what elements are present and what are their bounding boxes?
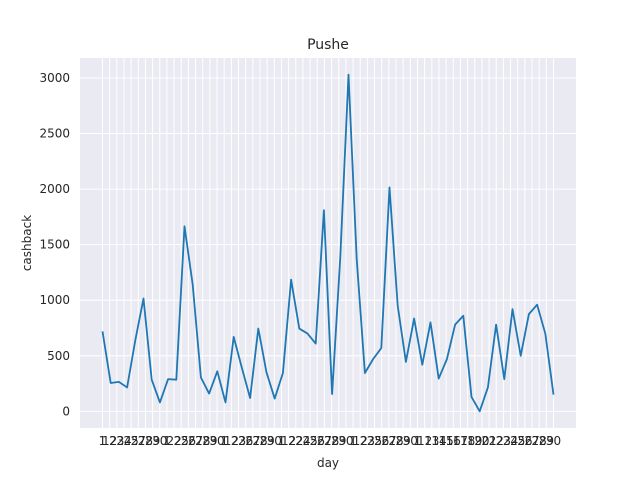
- x-tick-label: 22: [166, 434, 181, 448]
- x-tick-label: 30: [403, 434, 418, 448]
- x-tick-label: 22: [288, 434, 303, 448]
- x-tick-label: 16: [446, 434, 461, 448]
- x-tick-label: 27: [317, 434, 332, 448]
- y-axis-ticks: 0 500 1000 1500 2000 2500 3000: [39, 71, 70, 418]
- chart-title: Pushe: [307, 37, 349, 53]
- x-tick-label: 14: [431, 434, 446, 448]
- x-tick-label: 30: [267, 434, 282, 448]
- plot-area: [80, 58, 576, 428]
- x-tick-label: 20: [474, 434, 489, 448]
- x-tick-label: 25: [510, 434, 525, 448]
- x-tick-label: 30: [209, 434, 224, 448]
- x-tick-label: 29: [331, 434, 346, 448]
- y-tick-label: 2000: [39, 182, 70, 196]
- x-tick-label: 26: [181, 434, 196, 448]
- x-tick-label: 29: [202, 434, 217, 448]
- x-tick-label: 27: [245, 434, 260, 448]
- x-tick-label: 24: [295, 434, 310, 448]
- x-tick-label: 29: [145, 434, 160, 448]
- x-tick-label: 1: [163, 434, 171, 448]
- x-tick-label: 29: [539, 434, 554, 448]
- cashback-series-line: [101, 73, 555, 413]
- x-tick-label: 28: [252, 434, 267, 448]
- y-tick-label: 500: [47, 349, 70, 363]
- x-tick-label: 25: [174, 434, 189, 448]
- x-tick-label: 25: [367, 434, 382, 448]
- x-tick-label: 1: [220, 434, 228, 448]
- x-tick-label: 1: [278, 434, 286, 448]
- x-tick-label: 12: [224, 434, 239, 448]
- x-tick-label: 25: [302, 434, 317, 448]
- x-tick-label: 1: [99, 434, 107, 448]
- x-tick-label: 21: [481, 434, 496, 448]
- x-tick-label: 27: [131, 434, 146, 448]
- x-tick-label: 23: [109, 434, 124, 448]
- x-tick-label: 12: [417, 434, 432, 448]
- x-tick-label: 28: [138, 434, 153, 448]
- y-tick-label: 1500: [39, 238, 70, 252]
- y-tick-label: 2500: [39, 127, 70, 141]
- x-tick-label: 27: [524, 434, 539, 448]
- x-tick-label: 23: [231, 434, 246, 448]
- x-tick-label: 12: [102, 434, 117, 448]
- y-tick-label: 1000: [39, 293, 70, 307]
- x-tick-label: 28: [195, 434, 210, 448]
- x-tick-label: 15: [438, 434, 453, 448]
- grid-lines: [80, 58, 576, 428]
- x-tick-label: 13: [424, 434, 439, 448]
- x-tick-label: 12: [281, 434, 296, 448]
- x-tick-label: 12: [353, 434, 368, 448]
- x-tick-label: 1: [349, 434, 357, 448]
- x-tick-label: 24: [503, 434, 518, 448]
- x-tick-label: 1: [414, 434, 422, 448]
- x-tick-label: 30: [152, 434, 167, 448]
- x-tick-label: 19: [467, 434, 482, 448]
- x-tick-label: 26: [238, 434, 253, 448]
- x-tick-label: 17: [453, 434, 468, 448]
- x-axis-label: day: [317, 456, 339, 470]
- x-tick-label: 23: [360, 434, 375, 448]
- x-tick-label: 26: [517, 434, 532, 448]
- x-tick-label: 29: [396, 434, 411, 448]
- y-tick-label: 0: [62, 404, 70, 418]
- x-tick-label: 26: [310, 434, 325, 448]
- x-tick-label: 28: [388, 434, 403, 448]
- x-tick-label: 23: [496, 434, 511, 448]
- x-tick-label: 28: [324, 434, 339, 448]
- x-tick-label: 18: [460, 434, 475, 448]
- x-tick-label: 26: [374, 434, 389, 448]
- x-tick-label: 27: [188, 434, 203, 448]
- x-tick-label: 27: [381, 434, 396, 448]
- x-axis-ticks: 1122324252728293012225262728293011223262…: [99, 434, 561, 448]
- x-tick-label: 29: [260, 434, 275, 448]
- x-tick-label: 30: [546, 434, 561, 448]
- x-tick-label: 24: [116, 434, 131, 448]
- x-tick-label: 28: [532, 434, 547, 448]
- x-tick-label: 25: [123, 434, 138, 448]
- y-tick-label: 3000: [39, 71, 70, 85]
- x-tick-label: 22: [489, 434, 504, 448]
- x-tick-label: 30: [338, 434, 353, 448]
- y-axis-label: cashback: [20, 215, 34, 271]
